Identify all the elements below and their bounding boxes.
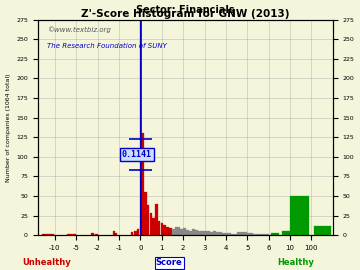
Bar [237, 232, 247, 235]
Bar [210, 232, 213, 235]
Bar [141, 133, 144, 235]
Bar [177, 227, 180, 235]
Title: Z'-Score Histogram for GNW (2013): Z'-Score Histogram for GNW (2013) [81, 9, 289, 19]
Y-axis label: Number of companies (1064 total): Number of companies (1064 total) [5, 73, 10, 182]
Bar [314, 226, 331, 235]
Bar [155, 204, 158, 235]
Bar [42, 234, 54, 235]
Bar [147, 205, 149, 235]
Bar [225, 233, 228, 235]
Bar [258, 234, 263, 235]
Bar [204, 231, 207, 235]
Bar [149, 213, 152, 235]
Bar [161, 224, 163, 235]
Bar [140, 227, 142, 235]
Bar [263, 234, 269, 235]
Bar [222, 233, 225, 235]
Bar [231, 234, 234, 235]
Bar [207, 231, 210, 235]
Text: Sector: Financials: Sector: Financials [136, 5, 235, 15]
Bar [115, 233, 117, 235]
Text: Score: Score [156, 258, 183, 267]
Bar [158, 221, 161, 235]
Bar [282, 231, 290, 235]
Bar [131, 232, 133, 235]
Bar [67, 234, 76, 235]
Bar [175, 227, 177, 235]
Bar [253, 234, 258, 235]
Text: ©www.textbiz.org: ©www.textbiz.org [46, 26, 111, 33]
Bar [180, 229, 183, 235]
Text: Healthy: Healthy [277, 258, 314, 267]
Bar [163, 225, 166, 235]
Text: 0.1141: 0.1141 [122, 150, 152, 159]
Bar [201, 231, 204, 235]
Bar [198, 231, 201, 235]
Bar [247, 233, 253, 235]
Bar [137, 229, 139, 235]
Bar [91, 233, 94, 235]
Bar [290, 196, 309, 235]
Bar [228, 233, 231, 235]
Bar [134, 231, 136, 235]
Bar [166, 227, 169, 235]
Bar [152, 218, 155, 235]
Text: The Research Foundation of SUNY: The Research Foundation of SUNY [46, 43, 166, 49]
Bar [183, 228, 186, 235]
Text: Unhealthy: Unhealthy [22, 258, 71, 267]
Bar [186, 230, 189, 235]
Bar [234, 234, 237, 235]
Bar [113, 231, 115, 235]
Bar [271, 233, 279, 235]
Bar [172, 229, 175, 235]
Bar [192, 229, 195, 235]
Bar [195, 230, 198, 235]
Bar [144, 192, 147, 235]
Bar [95, 234, 98, 235]
Bar [219, 232, 222, 235]
Bar [216, 232, 219, 235]
Bar [213, 231, 216, 235]
Bar [169, 228, 172, 235]
Bar [140, 20, 141, 235]
Bar [189, 231, 192, 235]
